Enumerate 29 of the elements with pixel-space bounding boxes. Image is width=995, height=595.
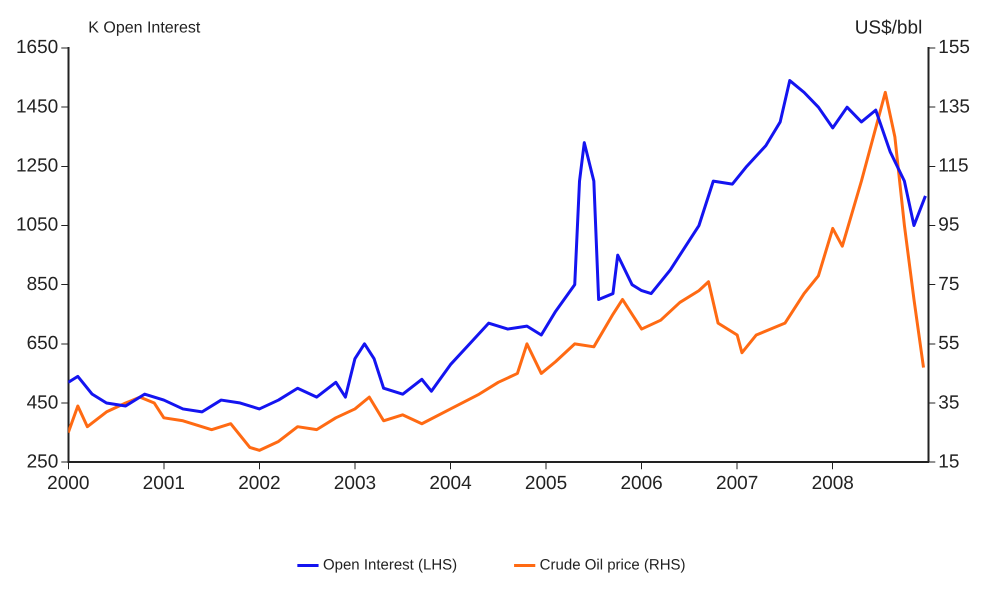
y2-tick-label: 55 bbox=[938, 333, 960, 354]
y-axis-title: K Open Interest bbox=[88, 19, 201, 36]
x-tick-label: 2003 bbox=[334, 472, 376, 494]
y2-tick-label: 135 bbox=[938, 96, 970, 118]
y-tick-label: 850 bbox=[26, 274, 58, 295]
x-tick-label: 2006 bbox=[620, 472, 663, 494]
y-tick-label: 250 bbox=[26, 451, 58, 472]
legend-label: Open Interest (LHS) bbox=[322, 556, 458, 574]
y2-tick-label: 155 bbox=[938, 37, 970, 58]
legend-label: Crude Oil price (RHS) bbox=[540, 556, 686, 574]
y2-axis-title: US$/bbl bbox=[854, 18, 922, 39]
y2-tick-label: 15 bbox=[938, 451, 960, 472]
y-tick-label: 1650 bbox=[16, 37, 58, 58]
y2-tick-label: 95 bbox=[938, 214, 960, 236]
y2-tick-label: 75 bbox=[938, 274, 960, 295]
x-tick-label: 2001 bbox=[142, 472, 185, 494]
x-tick-label: 2007 bbox=[716, 472, 758, 494]
y-tick-label: 1250 bbox=[16, 156, 58, 177]
y-tick-label: 450 bbox=[26, 392, 58, 414]
x-tick-label: 2005 bbox=[524, 472, 568, 494]
y2-tick-label: 35 bbox=[938, 392, 960, 414]
y2-tick-label: 115 bbox=[938, 156, 969, 177]
y-tick-label: 1050 bbox=[16, 214, 58, 236]
x-tick-label: 2000 bbox=[47, 472, 90, 494]
x-tick-label: 2008 bbox=[812, 472, 854, 494]
x-tick-label: 2004 bbox=[429, 472, 472, 494]
y-tick-label: 650 bbox=[26, 333, 58, 354]
y-tick-label: 1450 bbox=[16, 96, 58, 118]
x-tick-label: 2002 bbox=[238, 472, 281, 494]
